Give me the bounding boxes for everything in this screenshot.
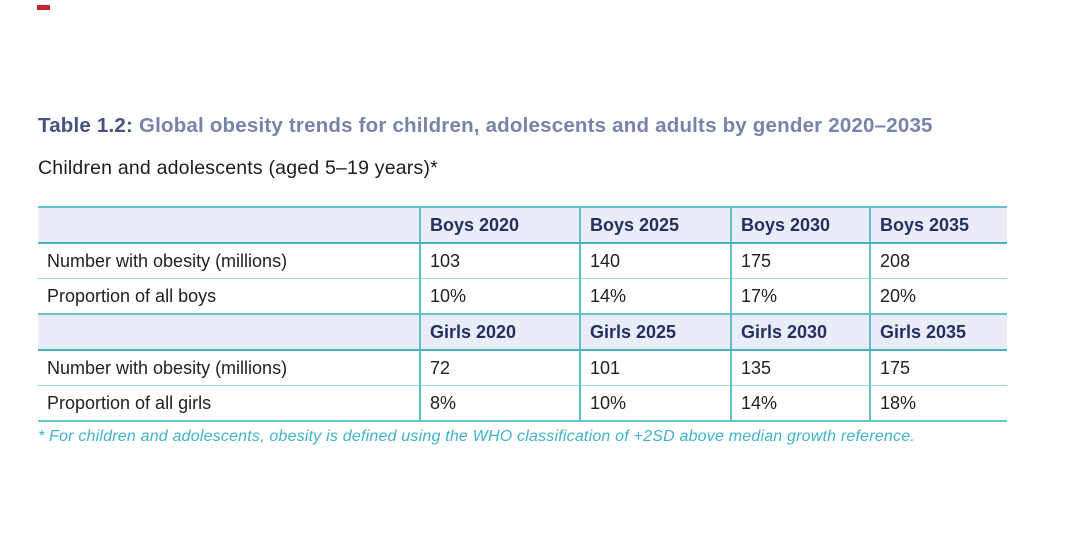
table-cell: 208 xyxy=(869,243,1007,279)
column-header-blank xyxy=(38,206,420,244)
table-cell: 18% xyxy=(869,385,1007,422)
column-header-girls-2030: Girls 2030 xyxy=(730,313,870,351)
column-header-girls-2020: Girls 2020 xyxy=(419,313,580,351)
table-row-girls-proportion: Proportion of all girls 8% 10% 14% 18% xyxy=(38,385,1007,422)
table-cell: 175 xyxy=(730,243,870,279)
table-cell: 10% xyxy=(579,385,731,422)
column-header-girls-2035: Girls 2035 xyxy=(869,313,1007,351)
table-cell: 175 xyxy=(869,350,1007,386)
table-title-number: Table 1.2: xyxy=(38,114,134,137)
obesity-trends-table: Boys 2020 Boys 2025 Boys 2030 Boys 2035 … xyxy=(38,206,1007,422)
table-cell: 72 xyxy=(419,350,580,386)
column-header-boys-2035: Boys 2035 xyxy=(869,206,1007,244)
row-label: Proportion of all boys xyxy=(38,278,420,315)
table-cell: 135 xyxy=(730,350,870,386)
table-cell: 10% xyxy=(419,278,580,315)
page-corner-mark xyxy=(37,5,50,10)
table-title-text: Global obesity trends for children, adol… xyxy=(133,114,933,137)
table-cell: 17% xyxy=(730,278,870,315)
row-label: Proportion of all girls xyxy=(38,385,420,422)
column-header-boys-2020: Boys 2020 xyxy=(419,206,580,244)
table-cell: 101 xyxy=(579,350,731,386)
table-cell: 20% xyxy=(869,278,1007,315)
row-label: Number with obesity (millions) xyxy=(38,243,420,279)
column-header-girls-2025: Girls 2025 xyxy=(579,313,731,351)
column-header-blank xyxy=(38,313,420,351)
table-footnote: * For children and adolescents, obesity … xyxy=(38,428,915,445)
table-subtitle: Children and adolescents (aged 5–19 year… xyxy=(38,157,438,179)
row-label: Number with obesity (millions) xyxy=(38,350,420,386)
table-header-row-girls: Girls 2020 Girls 2025 Girls 2030 Girls 2… xyxy=(38,313,1007,351)
table-row-boys-proportion: Proportion of all boys 10% 14% 17% 20% xyxy=(38,278,1007,315)
table-row-boys-number: Number with obesity (millions) 103 140 1… xyxy=(38,243,1007,279)
table-cell: 14% xyxy=(730,385,870,422)
table-row-girls-number: Number with obesity (millions) 72 101 13… xyxy=(38,350,1007,386)
column-header-boys-2025: Boys 2025 xyxy=(579,206,731,244)
table-cell: 8% xyxy=(419,385,580,422)
table-cell: 14% xyxy=(579,278,731,315)
table-cell: 103 xyxy=(419,243,580,279)
table-cell: 140 xyxy=(579,243,731,279)
table-header-row-boys: Boys 2020 Boys 2025 Boys 2030 Boys 2035 xyxy=(38,206,1007,244)
table-title: Table 1.2: Global obesity trends for chi… xyxy=(38,114,933,138)
column-header-boys-2030: Boys 2030 xyxy=(730,206,870,244)
